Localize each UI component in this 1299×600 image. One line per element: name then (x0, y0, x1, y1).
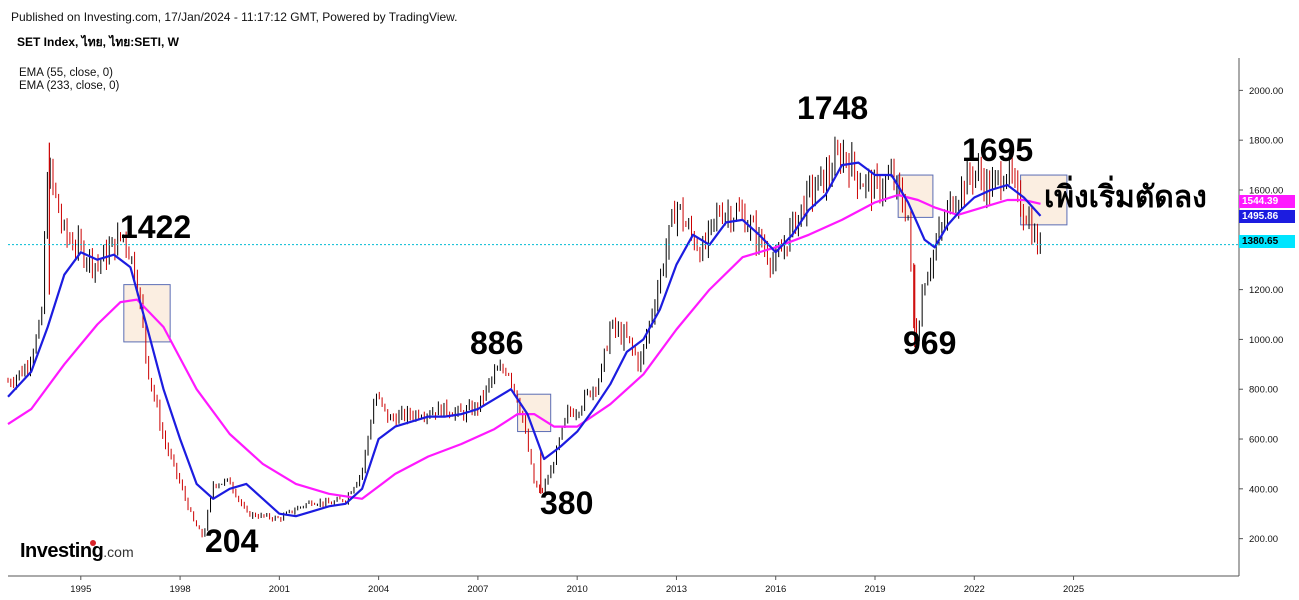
x-tick-label: 2001 (269, 584, 290, 595)
x-tick-label: 2013 (666, 584, 687, 595)
ema-233-line (7, 193, 1041, 500)
y-tick-label: 800.00 (1249, 385, 1278, 396)
x-tick-label: 2025 (1063, 584, 1084, 595)
x-tick-label: 2004 (368, 584, 389, 595)
logo-suffix: .com (103, 544, 134, 560)
x-tick-label: 2022 (964, 584, 985, 595)
x-tick-label: 2010 (567, 584, 588, 595)
x-tick-label: 1998 (170, 584, 191, 595)
annotation-note-crossing: เพิ่งเริ่มตัดลง (1044, 181, 1207, 214)
chart-symbol-title: SET Index, ไทย, ไทย:SETI, W (17, 35, 179, 49)
logo-brand: Investing (20, 540, 104, 562)
y-tick-label: 2000.00 (1249, 86, 1283, 97)
published-caption: Published on Investing.com, 17/Jan/2024 … (11, 10, 458, 24)
y-tick-label: 1600.00 (1249, 185, 1283, 196)
annotation-peak-2018: 1748 (797, 90, 869, 126)
annotation-peak-1996: 1422 (120, 209, 192, 245)
price-candles (7, 136, 1041, 538)
annotation-low-2020: 969 (903, 325, 957, 361)
x-tick-label: 2007 (467, 584, 488, 595)
y-tick-label: 1800.00 (1249, 136, 1283, 147)
annotation-low-1998: 204 (205, 523, 259, 559)
annotation-peak-2007: 886 (470, 325, 524, 361)
ema-55-price-tag: 1495.86 (1239, 210, 1295, 223)
y-tick-label: 400.00 (1249, 484, 1278, 495)
ema-233-layer (7, 193, 1041, 500)
last-price-tag: 1380.65 (1239, 235, 1295, 248)
x-tick-label: 1995 (70, 584, 91, 595)
ema-55-line (7, 161, 1042, 518)
annotation-low-2008: 380 (540, 485, 594, 521)
x-tick-label: 2016 (765, 584, 786, 595)
axes: 1995 1998 2001 2004 2007 2010 2013 2016 2019 2022… (8, 58, 1283, 595)
investing-logo[interactable]: Investing.com (20, 540, 134, 563)
y-tick-label: 1000.00 (1249, 335, 1283, 346)
annotation-peak-2023: 1695 (962, 132, 1034, 168)
indicator-ema-55-label[interactable]: EMA (55, close, 0) (19, 67, 113, 79)
ema-233-price-tag: 1544.39 (1239, 195, 1295, 208)
x-tick-label: 2019 (864, 584, 885, 595)
y-tick-label: 1200.00 (1249, 285, 1283, 296)
logo-dot-icon (90, 540, 96, 546)
highlight-box (123, 284, 171, 343)
ema-55-layer (7, 161, 1042, 518)
indicator-ema-233-label[interactable]: EMA (233, close, 0) (19, 80, 120, 92)
y-tick-label: 600.00 (1249, 435, 1278, 446)
y-tick-label: 200.00 (1249, 534, 1278, 545)
